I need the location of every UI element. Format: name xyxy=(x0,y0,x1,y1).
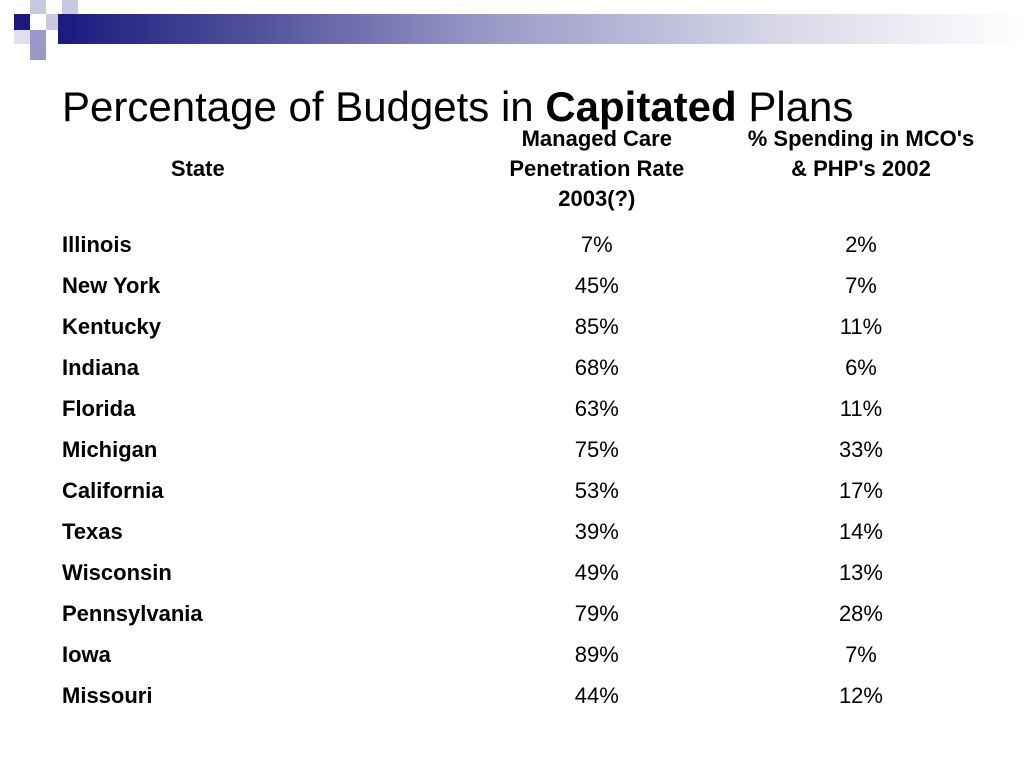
slide-title: Percentage of Budgets in Capitated Plans xyxy=(62,82,853,132)
state-cell: Pennsylvania xyxy=(62,600,203,626)
managed-care-cell: 45% xyxy=(574,272,619,298)
managed-care-cell: 68% xyxy=(574,354,619,380)
table-row: Missouri 44% 12% xyxy=(50,675,990,716)
state-cell: Illinois xyxy=(62,231,132,257)
table-row: Iowa 89% 7% xyxy=(50,634,990,675)
state-cell: Wisconsin xyxy=(62,559,172,585)
budget-table: State Managed Care Penetration Rate 2003… xyxy=(50,124,990,716)
spending-cell: 11% xyxy=(839,313,883,339)
header-line: Penetration Rate xyxy=(509,156,685,181)
header-spending: % Spending in MCO's & PHP's 2002 xyxy=(732,124,990,224)
header-state: State xyxy=(170,156,225,181)
managed-care-cell: 53% xyxy=(574,477,619,503)
header-line: 2003(?) xyxy=(558,186,636,211)
header-managed-care: Managed Care Penetration Rate 2003(?) xyxy=(462,124,732,224)
table-row: Illinois 7% 2% xyxy=(50,224,990,265)
table-row: Kentucky 85% 11% xyxy=(50,306,990,347)
spending-cell: 11% xyxy=(839,395,883,421)
spending-cell: 12% xyxy=(838,682,883,708)
table-header-row: State Managed Care Penetration Rate 2003… xyxy=(50,124,990,224)
decor-square xyxy=(14,30,30,44)
table-row: Indiana 68% 6% xyxy=(50,347,990,388)
data-table-container: State Managed Care Penetration Rate 2003… xyxy=(50,124,990,716)
title-part: Plans xyxy=(736,83,854,130)
decor-square xyxy=(30,46,46,60)
table-body: Illinois 7% 2% New York 45% 7% Kentucky 85% 11% I… xyxy=(50,224,990,716)
table-row: Florida 63% 11% xyxy=(50,388,990,429)
managed-care-cell: 79% xyxy=(574,600,619,626)
managed-care-cell: 44% xyxy=(574,682,619,708)
state-cell: Michigan xyxy=(62,436,158,462)
header-line: Managed Care xyxy=(521,126,672,151)
spending-cell: 33% xyxy=(838,436,883,462)
managed-care-cell: 89% xyxy=(574,641,619,667)
state-cell: Indiana xyxy=(62,354,140,380)
table-row: Texas 39% 14% xyxy=(50,511,990,552)
table-row: New York 45% 7% xyxy=(50,265,990,306)
spending-cell: 17% xyxy=(838,477,883,503)
decor-square xyxy=(30,0,46,14)
state-cell: Iowa xyxy=(62,641,111,667)
header-decoration xyxy=(0,0,1024,60)
table-row: Pennsylvania 79% 28% xyxy=(50,593,990,634)
header-line: & PHP's 2002 xyxy=(791,156,931,181)
table-row: Wisconsin 49% 13% xyxy=(50,552,990,593)
title-part: Percentage of Budgets in xyxy=(62,83,546,130)
state-cell: Kentucky xyxy=(62,313,162,339)
table-row: Michigan 75% 33% xyxy=(50,429,990,470)
spending-cell: 7% xyxy=(845,641,877,667)
header-gradient-bar xyxy=(58,14,1024,44)
spending-cell: 13% xyxy=(838,559,883,585)
managed-care-cell: 49% xyxy=(574,559,619,585)
state-cell: Missouri xyxy=(62,682,153,708)
state-cell: California xyxy=(62,477,164,503)
spending-cell: 6% xyxy=(845,354,877,380)
decor-square xyxy=(30,30,46,46)
title-emphasis: Capitated xyxy=(545,83,737,130)
managed-care-cell: 39% xyxy=(574,518,619,544)
managed-care-cell: 75% xyxy=(574,436,619,462)
managed-care-cell: 63% xyxy=(574,395,619,421)
state-cell: New York xyxy=(62,272,161,298)
state-cell: Florida xyxy=(62,395,136,421)
header-line: % Spending in MCO's xyxy=(747,126,975,151)
managed-care-cell: 7% xyxy=(580,231,613,257)
decor-square xyxy=(46,14,60,30)
spending-cell: 7% xyxy=(845,272,877,298)
spending-cell: 14% xyxy=(838,518,883,544)
spending-cell: 28% xyxy=(838,600,883,626)
state-cell: Texas xyxy=(62,518,123,544)
managed-care-cell: 85% xyxy=(574,313,619,339)
table-row: California 53% 17% xyxy=(50,470,990,511)
decor-square xyxy=(14,14,30,30)
decor-square xyxy=(62,0,78,14)
spending-cell: 2% xyxy=(845,231,877,257)
